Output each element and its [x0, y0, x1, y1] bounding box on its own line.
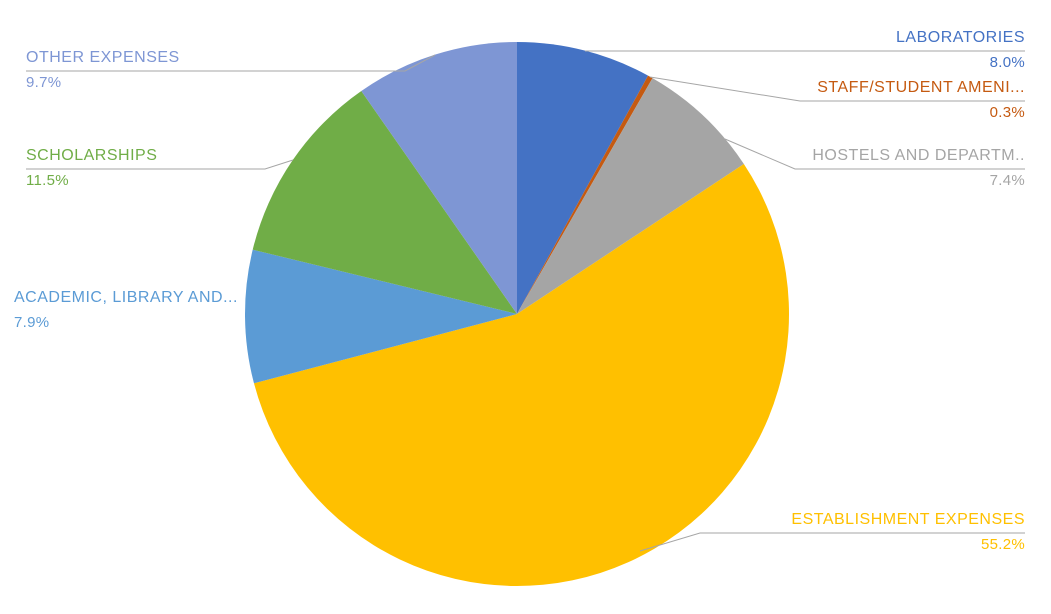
- pie-slice-laboratories: [517, 42, 649, 314]
- callout-scholarships: SCHOLARSHIPS 11.5%: [26, 146, 157, 190]
- slice-percent: 7.4%: [989, 172, 1025, 189]
- leader-line-other-expenses: [26, 54, 436, 72]
- pie-slice-other-expenses: [361, 42, 517, 314]
- leader-line-scholarships: [26, 159, 294, 170]
- callout-staff-student-amenities: STAFF/STUDENT AMENI... 0.3%: [817, 78, 1025, 122]
- slice-percent: 7.9%: [14, 314, 50, 331]
- pie-slice-hostels-and-departm: [517, 78, 744, 314]
- pie-slice-academic-library-and: [245, 249, 517, 384]
- slice-label: LABORATORIES: [896, 29, 1025, 46]
- slice-label: STAFF/STUDENT AMENI...: [817, 79, 1025, 96]
- pie-slice-establishment-expenses: [253, 163, 790, 587]
- slice-label: OTHER EXPENSES: [26, 49, 180, 66]
- leader-line-establishment-expenses: [639, 532, 1025, 552]
- slice-percent: 11.5%: [26, 172, 69, 189]
- callout-laboratories: LABORATORIES 8.0%: [896, 28, 1025, 72]
- callout-academic-library: ACADEMIC, LIBRARY AND... 7.9%: [14, 288, 238, 332]
- slice-percent: 55.2%: [980, 536, 1025, 553]
- slice-percent: 9.7%: [26, 74, 62, 91]
- slice-label: SCHOLARSHIPS: [26, 147, 158, 164]
- slice-percent: 8.0%: [989, 54, 1025, 71]
- callout-establishment-expenses: ESTABLISHMENT EXPENSES 55.2%: [791, 510, 1025, 554]
- callout-hostels-and-departments: HOSTELS AND DEPARTM.. 7.4%: [812, 146, 1025, 190]
- leader-line-staff-student-ameni: [649, 76, 1025, 102]
- leader-line-hostels-and-departm: [724, 138, 1025, 170]
- slice-label: HOSTELS AND DEPARTM..: [812, 147, 1025, 164]
- callout-other-expenses: OTHER EXPENSES 9.7%: [26, 48, 180, 92]
- slice-percent: 0.3%: [989, 104, 1025, 121]
- pie-slice-scholarships: [252, 90, 517, 314]
- pie-slice-staff-student-ameni: [517, 75, 653, 314]
- slice-label: ESTABLISHMENT EXPENSES: [791, 511, 1025, 528]
- slice-label: ACADEMIC, LIBRARY AND...: [14, 289, 238, 306]
